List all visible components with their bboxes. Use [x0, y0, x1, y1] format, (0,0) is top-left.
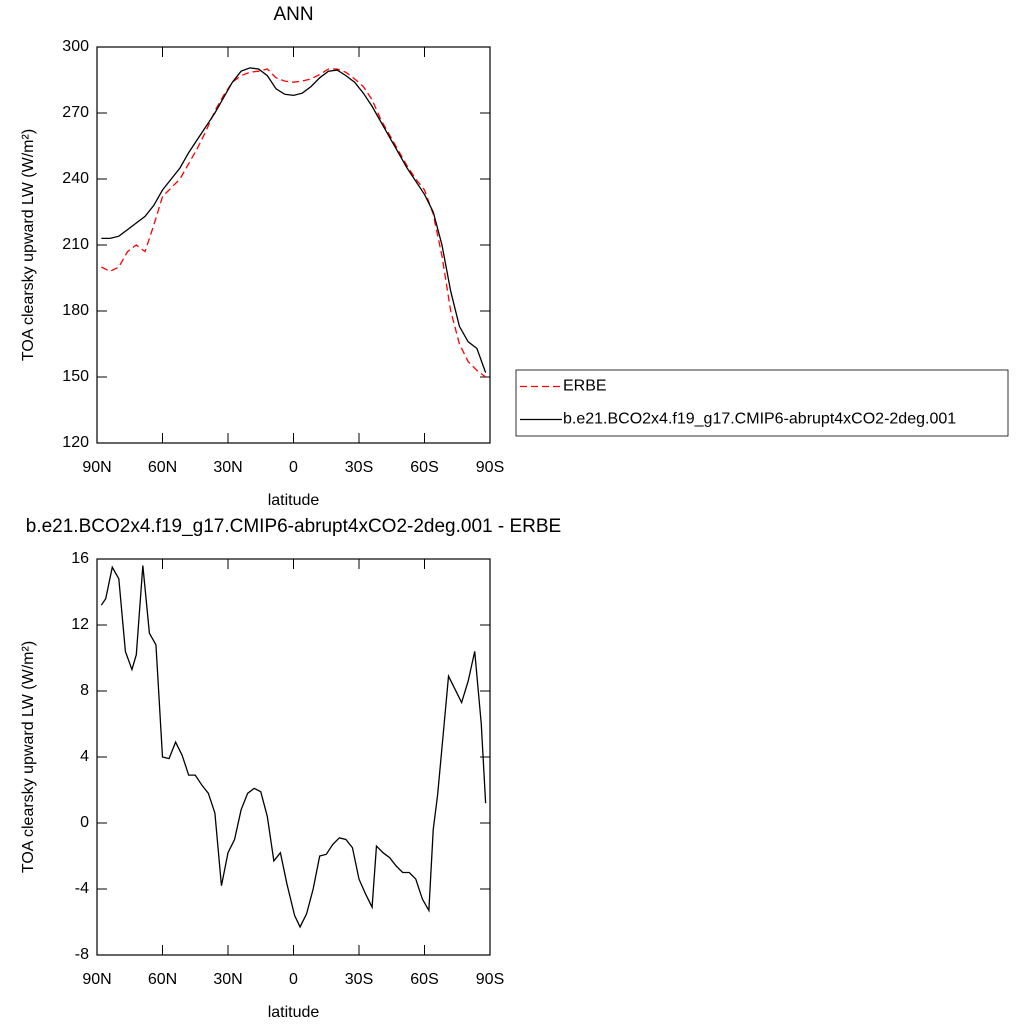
y-tick-label: -4 [75, 880, 89, 897]
y-tick-label: -8 [75, 946, 89, 963]
x-tick-label: 90S [476, 459, 504, 476]
plot-frame [96, 46, 491, 444]
legend-label: b.e21.BCO2x4.f19_g17.CMIP6-abrupt4xCO2-2… [563, 411, 956, 428]
y-axis-label: TOA clearsky upward LW (W/m²) [20, 129, 37, 361]
x-tick-label: 90N [82, 971, 111, 988]
x-tick-label: 30N [213, 971, 242, 988]
x-tick-label: 30S [345, 459, 373, 476]
y-tick-label: 300 [62, 38, 89, 55]
y-tick-label: 270 [62, 104, 89, 121]
y-tick-label: 240 [62, 170, 89, 187]
x-tick-label: 0 [289, 459, 298, 476]
plot-frame [96, 558, 491, 956]
y-tick-label: 210 [62, 236, 89, 253]
y-tick-label: 180 [62, 302, 89, 319]
x-tick-label: 30N [213, 459, 242, 476]
chart-title: b.e21.BCO2x4.f19_g17.CMIP6-abrupt4xCO2-2… [26, 516, 561, 537]
y-tick-label: 16 [71, 550, 89, 567]
chart-title: ANN [273, 4, 313, 25]
data-line [100, 565, 487, 929]
legend-label: ERBE [563, 378, 607, 395]
x-tick-label: 0 [289, 971, 298, 988]
x-tick-label: 60N [148, 459, 177, 476]
y-tick-label: 0 [80, 814, 89, 831]
series-line [101, 67, 487, 373]
legend-box [515, 369, 1009, 437]
x-tick-label: 90N [82, 459, 111, 476]
x-tick-label: 60N [148, 971, 177, 988]
x-tick-label: 60S [410, 459, 438, 476]
y-tick-label: 120 [62, 434, 89, 451]
series-line [101, 68, 487, 378]
y-axis-label: TOA clearsky upward LW (W/m²) [20, 641, 37, 873]
x-tick-label: 60S [410, 971, 438, 988]
x-tick-label: 30S [345, 971, 373, 988]
y-tick-label: 150 [62, 368, 89, 385]
x-tick-label: 90S [476, 971, 504, 988]
y-tick-label: 12 [71, 616, 89, 633]
x-axis-label: latitude [268, 1004, 320, 1021]
y-tick-label: 4 [80, 748, 89, 765]
x-axis-label: latitude [268, 492, 320, 509]
y-tick-label: 8 [80, 682, 89, 699]
